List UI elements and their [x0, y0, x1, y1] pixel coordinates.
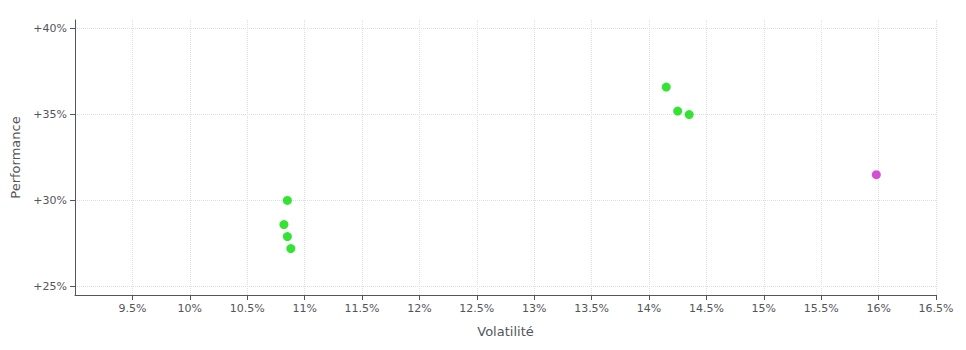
- svg-text:14.5%: 14.5%: [689, 302, 724, 315]
- svg-text:13%: 13%: [522, 302, 546, 315]
- svg-text:12%: 12%: [407, 302, 431, 315]
- svg-text:+25%: +25%: [33, 280, 67, 293]
- svg-text:15.5%: 15.5%: [804, 302, 839, 315]
- svg-text:14%: 14%: [637, 302, 661, 315]
- svg-text:15%: 15%: [752, 302, 776, 315]
- svg-text:9.5%: 9.5%: [118, 302, 146, 315]
- svg-text:+30%: +30%: [33, 194, 67, 207]
- svg-text:10.5%: 10.5%: [230, 302, 265, 315]
- svg-text:16.5%: 16.5%: [919, 302, 954, 315]
- svg-text:Volatilité: Volatilité: [477, 324, 533, 339]
- svg-text:Performance: Performance: [8, 116, 23, 198]
- svg-text:11%: 11%: [292, 302, 316, 315]
- svg-text:11.5%: 11.5%: [345, 302, 380, 315]
- svg-text:16%: 16%: [866, 302, 890, 315]
- svg-text:+40%: +40%: [33, 22, 67, 35]
- svg-text:+35%: +35%: [33, 108, 67, 121]
- svg-text:10%: 10%: [178, 302, 202, 315]
- svg-text:12.5%: 12.5%: [459, 302, 494, 315]
- svg-text:13.5%: 13.5%: [574, 302, 609, 315]
